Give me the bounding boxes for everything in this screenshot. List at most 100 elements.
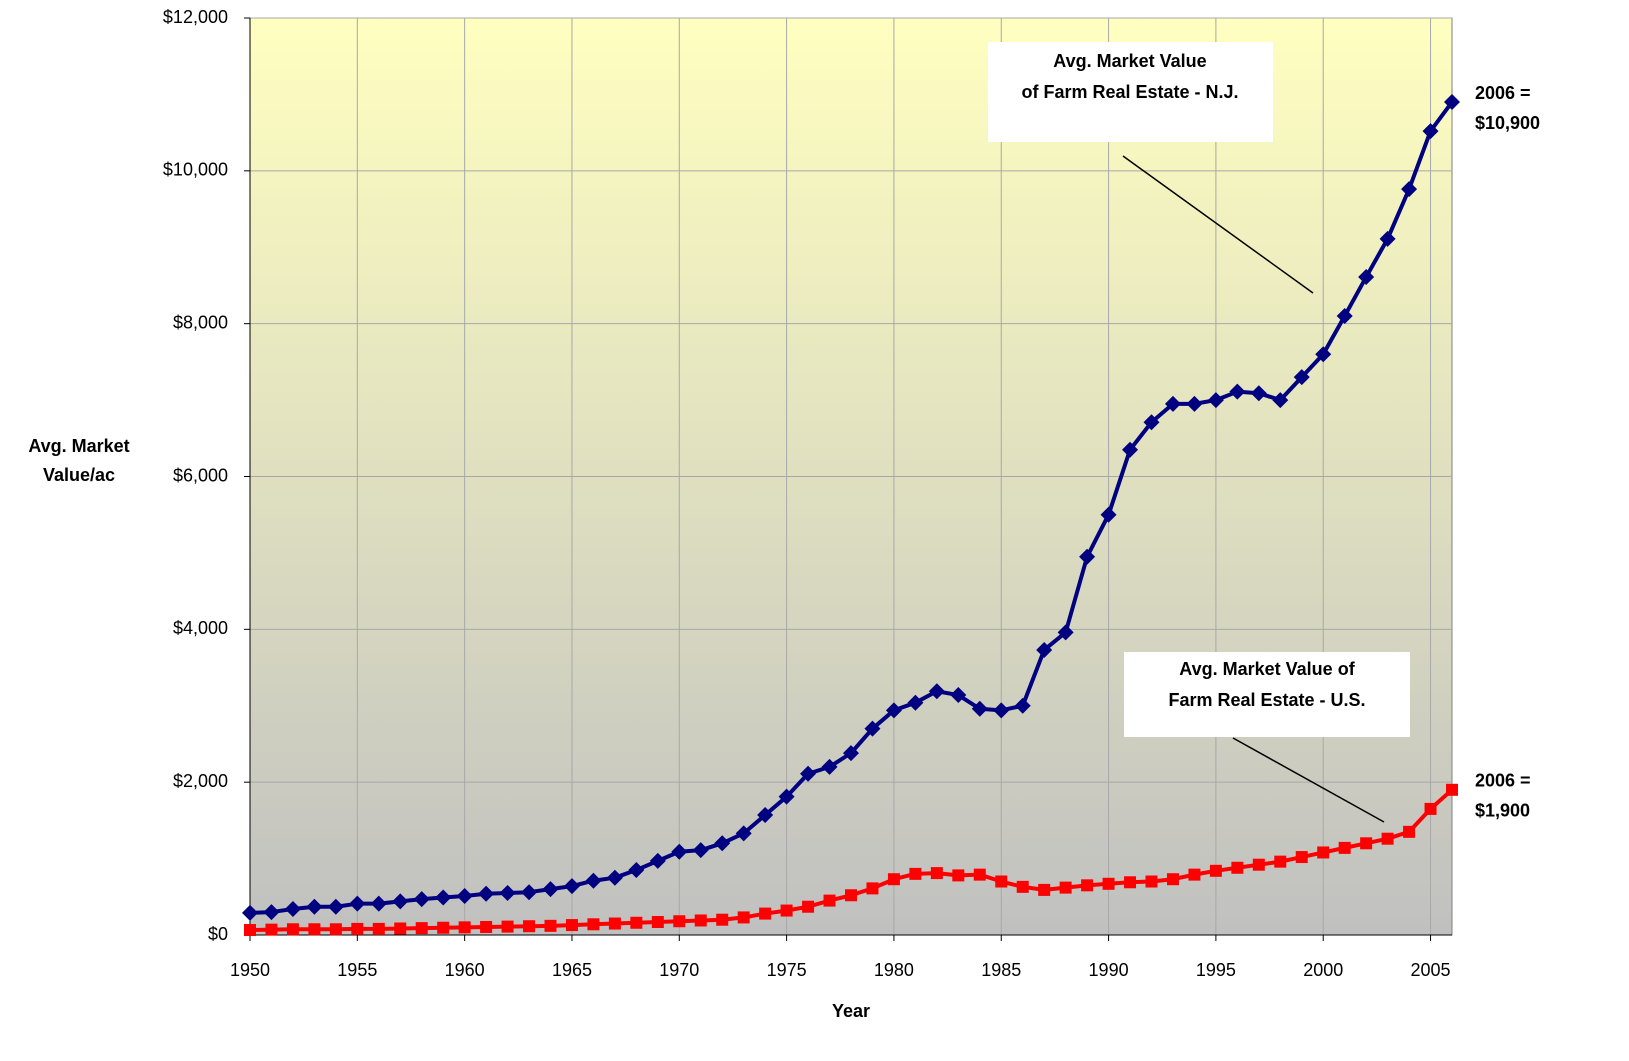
legend-label: Farm Real Estate - U.S.	[1168, 690, 1365, 710]
marker	[1379, 230, 1396, 247]
marker	[1186, 395, 1203, 412]
marker	[284, 901, 301, 918]
marker	[392, 893, 409, 910]
end-label: $1,900	[1475, 801, 1530, 821]
marker	[435, 889, 452, 906]
marker	[265, 923, 278, 936]
x-tick-label: 1950	[230, 960, 270, 980]
marker	[1295, 851, 1308, 864]
y-tick-label: $2,000	[173, 771, 228, 791]
marker	[1038, 883, 1051, 896]
marker	[759, 907, 772, 920]
marker	[1059, 881, 1072, 894]
marker	[628, 862, 645, 879]
marker	[928, 683, 945, 700]
marker	[651, 916, 664, 929]
marker	[394, 922, 407, 935]
marker	[1081, 879, 1094, 892]
marker	[1014, 697, 1031, 714]
marker	[263, 904, 280, 921]
marker	[437, 921, 450, 934]
marker	[673, 915, 686, 928]
leader-line	[1232, 737, 1385, 823]
marker	[1317, 846, 1330, 859]
end-label: $10,900	[1475, 113, 1540, 133]
marker	[244, 924, 256, 937]
marker	[1016, 880, 1029, 893]
marker	[971, 700, 988, 717]
x-tick-label: 1995	[1196, 960, 1236, 980]
annotation-box	[988, 42, 1273, 142]
marker	[456, 888, 473, 905]
y-tick-label: $6,000	[173, 465, 228, 485]
marker	[885, 702, 902, 719]
marker	[327, 898, 344, 915]
leader-line	[1122, 155, 1314, 294]
marker	[995, 875, 1008, 888]
x-tick-label: 1960	[445, 960, 485, 980]
marker	[542, 881, 559, 898]
marker	[349, 895, 366, 912]
marker	[1401, 181, 1418, 198]
x-tick-label: 1970	[659, 960, 699, 980]
marker	[887, 873, 900, 886]
marker	[866, 882, 879, 895]
marker	[242, 904, 258, 921]
marker	[864, 720, 881, 737]
marker	[1336, 308, 1353, 325]
y-tick-label: $4,000	[173, 618, 228, 638]
end-label: 2006 =	[1475, 83, 1531, 103]
marker	[521, 884, 538, 901]
marker	[544, 919, 557, 932]
marker	[1446, 783, 1458, 796]
y-axis-label: Avg. Market	[28, 436, 129, 456]
marker	[1100, 506, 1117, 523]
x-tick-label: 1955	[337, 960, 377, 980]
marker	[1102, 877, 1115, 890]
marker	[501, 920, 514, 933]
marker	[737, 911, 750, 924]
x-tick-label: 2005	[1411, 960, 1451, 980]
marker	[608, 917, 621, 930]
marker	[1145, 875, 1158, 888]
marker	[1293, 369, 1310, 386]
marker	[845, 889, 857, 902]
marker	[1229, 383, 1246, 400]
marker	[1143, 414, 1160, 431]
marker	[1057, 624, 1074, 641]
marker	[480, 920, 493, 933]
marker	[993, 702, 1010, 719]
y-tick-label: $8,000	[173, 312, 228, 332]
marker	[1188, 868, 1201, 881]
marker	[1424, 802, 1437, 815]
marker	[950, 687, 967, 704]
marker	[587, 918, 600, 931]
legend-label: Avg. Market Value of	[1179, 659, 1355, 679]
marker	[1274, 855, 1287, 868]
marker	[585, 872, 602, 889]
marker	[692, 842, 709, 859]
marker	[907, 694, 924, 711]
marker	[909, 867, 922, 880]
marker	[1166, 873, 1179, 886]
marker	[1358, 269, 1375, 286]
marker	[802, 900, 815, 913]
annotation-box	[1124, 652, 1410, 737]
marker	[800, 765, 817, 782]
legend-label: Avg. Market Value	[1053, 51, 1206, 71]
x-tick-label: 2000	[1303, 960, 1343, 980]
y-axis-label: Value/ac	[43, 465, 115, 485]
marker	[329, 923, 342, 936]
marker	[306, 898, 323, 915]
marker	[716, 913, 729, 926]
x-tick-label: 1990	[1089, 960, 1129, 980]
marker	[1252, 858, 1265, 871]
marker	[1315, 346, 1332, 363]
marker	[458, 921, 471, 934]
marker	[1422, 123, 1439, 140]
marker	[823, 894, 836, 907]
marker	[1164, 395, 1181, 412]
marker	[735, 825, 752, 842]
marker	[1207, 392, 1224, 409]
x-tick-label: 1980	[874, 960, 914, 980]
